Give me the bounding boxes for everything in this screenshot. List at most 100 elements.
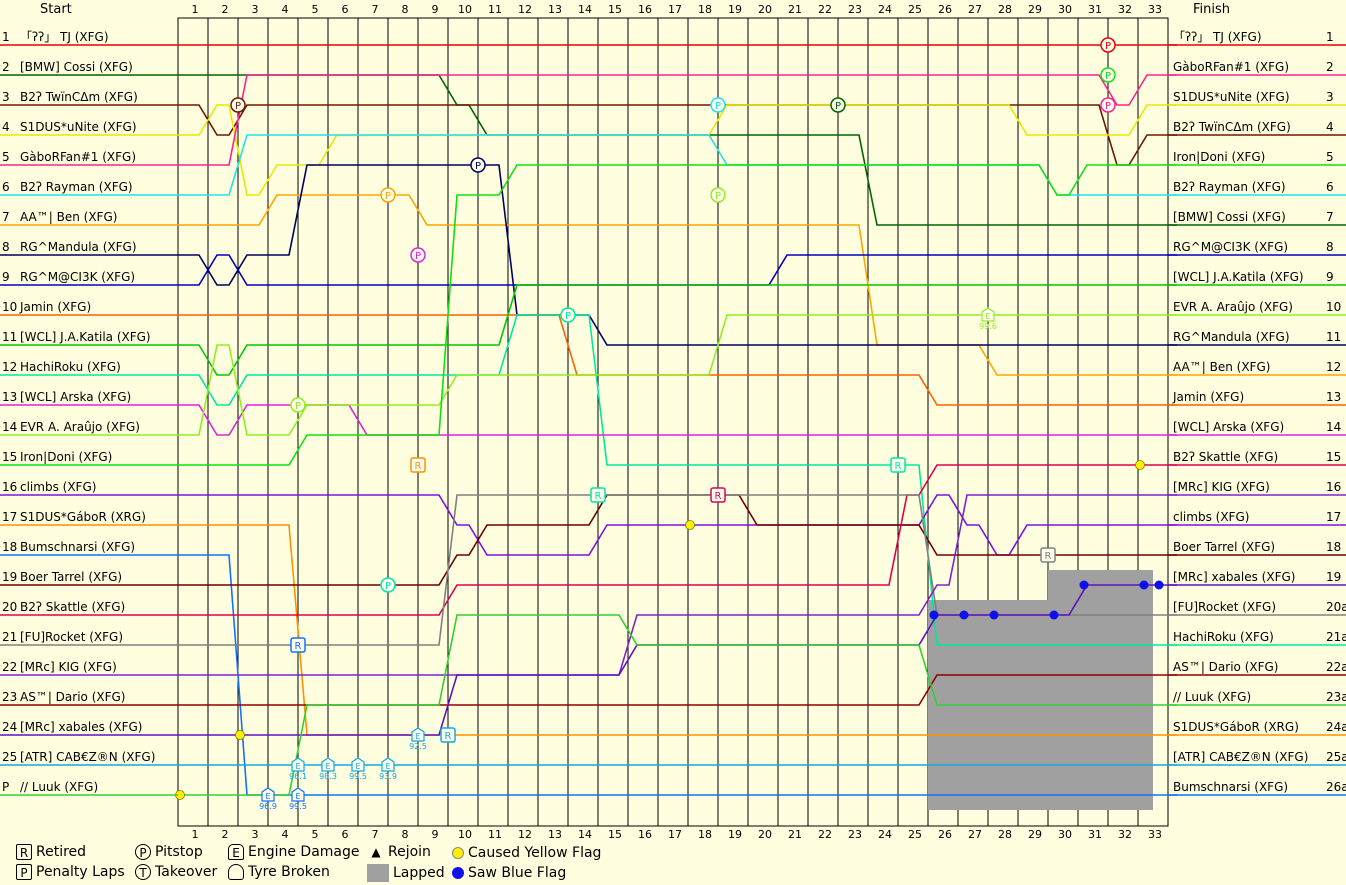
finish-driver-label: RG^M@CI3K (XFG) xyxy=(1173,240,1288,254)
driver-trace xyxy=(178,164,1177,466)
retired-marker xyxy=(890,457,906,473)
lap-tick-label: 31 xyxy=(1088,828,1102,841)
finish-driver-label: climbs (XFG) xyxy=(1173,510,1249,524)
start-driver-label: Jamin (XFG) xyxy=(19,300,91,314)
lap-tick-label: 28 xyxy=(998,828,1012,841)
lap-tick-label: 19 xyxy=(728,3,742,16)
retired-marker-label: R xyxy=(445,731,452,742)
driver-trace xyxy=(178,284,1177,376)
start-driver-label: [BMW] Cossi (XFG) xyxy=(20,60,133,74)
legend-pitstop: P Pitstop xyxy=(135,844,203,860)
start-position-number: 22 xyxy=(2,660,17,674)
blue-flag-marker xyxy=(929,610,939,620)
driver-trace xyxy=(178,314,1177,436)
finish-position-number: 16 xyxy=(1326,480,1341,494)
pitstop-marker xyxy=(710,187,726,203)
finish-position-number: 1 xyxy=(1326,30,1334,44)
lap-tick-label: 32 xyxy=(1118,828,1132,841)
finish-driver-label: 「ʔʔ」 TJ (XFG) xyxy=(1173,30,1262,44)
retired-marker-label: R xyxy=(415,461,422,472)
start-driver-label: [FU]Rocket (XFG) xyxy=(20,630,123,644)
finish-position-number: 21a xyxy=(1326,630,1346,644)
lap-tick-label: 9 xyxy=(432,828,439,841)
pitstop-icon: P xyxy=(135,844,151,860)
legend-rejoin: ▲ Rejoin xyxy=(368,844,431,860)
lap-tick-label: 18 xyxy=(698,828,712,841)
driver-trace xyxy=(178,554,1177,796)
tyre-broken-icon xyxy=(228,864,244,880)
lap-tick-label: 25 xyxy=(908,828,922,841)
lap-tick-label: 7 xyxy=(372,828,379,841)
lap-tick-label: 26 xyxy=(938,828,952,841)
lap-tick-label: 11 xyxy=(488,3,502,16)
lap-axis: 1122334455667788991010111112121313141415… xyxy=(192,3,1163,841)
yellow-flag-icon xyxy=(452,847,464,859)
finish-driver-label: Iron|Doni (XFG) xyxy=(1173,150,1265,164)
start-driver-label: [MRc] xabales (XFG) xyxy=(20,720,142,734)
engine-damage-marker-label: E xyxy=(295,792,300,801)
lap-tick-label: 9 xyxy=(432,3,439,16)
start-driver-label: AS™| Dario (XFG) xyxy=(20,690,126,704)
start-driver-label: HachiRoku (XFG) xyxy=(20,360,121,374)
blue-flag-marker xyxy=(1154,580,1164,590)
finish-position-number: 12 xyxy=(1326,360,1341,374)
pitstop-marker-label: P xyxy=(715,191,721,202)
finish-driver-label: [BMW] Cossi (XFG) xyxy=(1173,210,1286,224)
lap-tick-label: 23 xyxy=(848,828,862,841)
start-driver-label: AA™| Ben (XFG) xyxy=(20,210,117,224)
engine-damage-value: 96.1 xyxy=(289,772,307,781)
lap-tick-label: 23 xyxy=(848,3,862,16)
legend-penalty-label: Penalty Laps xyxy=(36,864,125,880)
lap-tick-label: 8 xyxy=(402,3,409,16)
legend-tyre-label: Tyre Broken xyxy=(248,864,330,880)
retired-icon: R xyxy=(16,844,32,860)
start-position-number: 11 xyxy=(2,330,17,344)
lap-tick-label: 32 xyxy=(1118,3,1132,16)
lap-tick-label: 21 xyxy=(788,3,802,16)
start-driver-label: GàboRFan#1 (XFG) xyxy=(20,150,136,164)
pitstop-marker xyxy=(380,187,396,203)
retired-marker-label: R xyxy=(1045,551,1052,562)
start-position-number: 24 xyxy=(2,720,17,734)
start-driver-label: B2ʔ TwïnCΔm (XFG) xyxy=(20,90,138,104)
finish-driver-label: GàboRFan#1 (XFG) xyxy=(1173,60,1289,74)
lap-tick-label: 22 xyxy=(818,3,832,16)
finish-position-number: 8 xyxy=(1326,240,1334,254)
start-position-number: 2 xyxy=(2,60,10,74)
start-position-number: 16 xyxy=(2,480,17,494)
lap-tick-label: 31 xyxy=(1088,3,1102,16)
engine-damage-marker xyxy=(351,757,365,772)
pitstop-marker xyxy=(290,397,306,413)
retired-marker xyxy=(290,637,306,653)
engine-damage-marker xyxy=(981,307,995,322)
driver-labels: 1 「ʔʔ」 TJ (XFG) 2 [BMW] Cossi (XFG) 3 B2ʔ Twï… xyxy=(0,30,1346,796)
start-position-number: 15 xyxy=(2,450,17,464)
lap-tick-label: 29 xyxy=(1028,3,1042,16)
legend-blue: Saw Blue Flag xyxy=(452,865,566,881)
finish-position-number: 3 xyxy=(1326,90,1334,104)
start-driver-label: S1DUS*GáboR (XRG) xyxy=(20,510,146,524)
retired-marker xyxy=(410,457,426,473)
legend-lapped: Lapped xyxy=(367,864,445,882)
finish-driver-label: [MRc] KIG (XFG) xyxy=(1173,480,1270,494)
lap-grid xyxy=(177,17,1169,827)
start-position-number: 8 xyxy=(2,240,10,254)
finish-position-number: 20a xyxy=(1326,600,1346,614)
takeover-icon: T xyxy=(135,864,151,880)
lap-tick-label: 14 xyxy=(578,828,592,841)
finish-driver-label: // Luuk (XFG) xyxy=(1173,690,1251,704)
pitstop-marker-label: P xyxy=(1105,71,1111,82)
finish-driver-label: S1DUS*GáboR (XRG) xyxy=(1173,720,1299,734)
pitstop-marker-label: P xyxy=(715,101,721,112)
lap-tick-label: 12 xyxy=(518,828,532,841)
lap-tick-label: 22 xyxy=(818,828,832,841)
start-position-number: 7 xyxy=(2,210,10,224)
finish-header: Finish xyxy=(1193,2,1230,17)
finish-position-number: 19 xyxy=(1326,570,1341,584)
engine-damage-value: 93.9 xyxy=(379,772,397,781)
start-position-number: 1 xyxy=(2,30,10,44)
legend-engine-label: Engine Damage xyxy=(248,844,360,860)
start-position-number: 12 xyxy=(2,360,17,374)
start-position-number: 25 xyxy=(2,750,17,764)
engine-damage-icon: E xyxy=(228,844,244,860)
